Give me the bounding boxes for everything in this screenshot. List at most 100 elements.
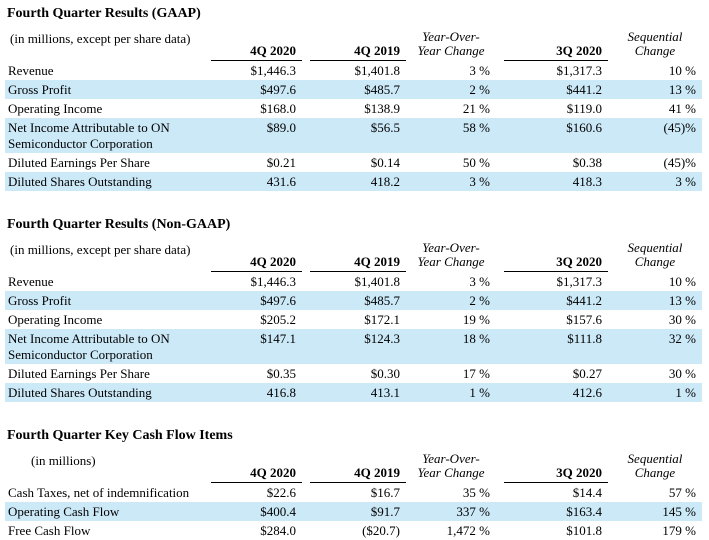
row-label: Revenue [8, 273, 54, 289]
cash-flow-table-title: Fourth Quarter Key Cash Flow Items [7, 428, 233, 443]
column-header-yoy-change: Year-Over- Year Change [417, 239, 485, 269]
table-row: Gross Profit $497.6 $485.7 2 % $441.2 13 % [5, 80, 702, 99]
cell-value: 58 % [462, 119, 490, 135]
cell-value: $89.0 [266, 119, 296, 135]
cell-value: 19 % [462, 311, 490, 327]
table-subtitle: (in millions) [31, 453, 96, 468]
cell-value: 13 % [668, 292, 696, 308]
column-header-yoy-change: Year-Over- Year Change [417, 28, 485, 58]
row-label: Gross Profit [8, 292, 72, 308]
cell-value: $485.7 [364, 292, 400, 308]
cell-value: $1,446.3 [250, 62, 297, 78]
cell-value: $56.5 [370, 119, 400, 135]
cell-value: $147.1 [260, 330, 296, 346]
cell-value: 30 % [668, 311, 696, 327]
table-subtitle: (in millions, except per share data) [10, 242, 191, 257]
row-label: Cash Taxes, net of indemnification [8, 484, 190, 500]
row-label: Operating Cash Flow [8, 503, 120, 519]
cell-value: 1 % [469, 384, 490, 400]
cell-value: 30 % [668, 365, 696, 381]
table-row: Operating Cash Flow $400.4 $91.7 337 % $163.… [5, 502, 702, 521]
cell-value: 3 % [469, 62, 490, 78]
column-header-4q2020: 4Q 2020 [211, 43, 302, 61]
cash-flow-table: (in millions) 4Q 2020 4Q 2019 Year-Over-… [5, 450, 702, 540]
cell-value: $124.3 [364, 330, 400, 346]
cell-value: (45)% [663, 119, 697, 135]
cell-value: $205.2 [260, 311, 296, 327]
cell-value: $1,317.3 [556, 273, 603, 289]
cell-value: $0.14 [370, 154, 400, 170]
cell-value: $1,401.8 [354, 62, 401, 78]
column-header-sequential-change: Sequential Change [627, 28, 683, 58]
section-key-cash-flow: Fourth Quarter Key Cash Flow Items (in m… [5, 428, 704, 540]
cell-value: $1,446.3 [250, 273, 297, 289]
gaap-results-table: (in millions, except per share data) 4Q … [5, 28, 702, 191]
row-label: Diluted Shares Outstanding [8, 173, 152, 189]
column-header-3q2020: 3Q 2020 [504, 254, 608, 272]
cell-value: $172.1 [364, 311, 400, 327]
cell-value: 431.6 [266, 173, 296, 189]
cell-value: 416.8 [266, 384, 296, 400]
cell-value: $0.21 [266, 154, 296, 170]
row-label: Diluted Earnings Per Share [8, 365, 150, 381]
cell-value: $0.30 [370, 365, 400, 381]
table-header-row: (in millions) 4Q 2020 4Q 2019 Year-Over-… [5, 450, 702, 483]
cell-value: $400.4 [260, 503, 296, 519]
non-gaap-table-title: Fourth Quarter Results (Non-GAAP) [7, 217, 231, 232]
cell-value: 41 % [668, 100, 696, 116]
cell-value: $485.7 [364, 81, 400, 97]
cell-value: $138.9 [364, 100, 400, 116]
cell-value: 1 % [675, 384, 696, 400]
table-row: Diluted Earnings Per Share $0.21 $0.14 50 %… [5, 153, 702, 172]
table-row: Operating Income $205.2 $172.1 19 % $157.6 30… [5, 310, 702, 329]
cell-value: 413.1 [370, 384, 400, 400]
row-label: Net Income Attributable to ON Semiconduc… [8, 119, 170, 151]
cell-value: $0.35 [266, 365, 296, 381]
row-label: Gross Profit [8, 81, 72, 97]
cell-value: $14.4 [572, 484, 602, 500]
table-row: Diluted Earnings Per Share $0.35 $0.30 17 %… [5, 364, 702, 383]
cell-value: $168.0 [260, 100, 296, 116]
cell-value: 3 % [675, 173, 696, 189]
column-header-4q2019: 4Q 2019 [310, 465, 406, 483]
column-header-yoy-change: Year-Over- Year Change [417, 450, 485, 480]
table-row: Gross Profit $497.6 $485.7 2 % $441.2 13 % [5, 291, 702, 310]
cell-value: $497.6 [260, 292, 296, 308]
column-header-4q2019: 4Q 2019 [310, 43, 406, 61]
cell-value: $157.6 [566, 311, 602, 327]
cell-value: (45)% [663, 154, 697, 170]
column-header-sequential-change: Sequential Change [627, 239, 683, 269]
row-label: Diluted Shares Outstanding [8, 384, 152, 400]
cell-value: 10 % [668, 62, 696, 78]
section-gaap-results: Fourth Quarter Results (GAAP) (in millio… [5, 6, 704, 191]
non-gaap-results-table: (in millions, except per share data) 4Q … [5, 239, 702, 402]
cell-value: $1,401.8 [354, 273, 401, 289]
cell-value: 3 % [469, 173, 490, 189]
cell-value: $16.7 [370, 484, 400, 500]
table-row: Diluted Shares Outstanding 431.6 418.2 3 % 4… [5, 172, 702, 191]
cell-value: 35 % [462, 484, 490, 500]
table-row: Operating Income $168.0 $138.9 21 % $119.0 41… [5, 99, 702, 118]
table-subtitle: (in millions, except per share data) [10, 31, 191, 46]
cell-value: $0.38 [572, 154, 602, 170]
column-header-4q2020: 4Q 2020 [211, 465, 302, 483]
cell-value: 418.3 [572, 173, 602, 189]
cell-value: 10 % [668, 273, 696, 289]
row-label: Free Cash Flow [8, 522, 91, 538]
row-label: Diluted Earnings Per Share [8, 154, 150, 170]
cell-value: $119.0 [566, 100, 602, 116]
cell-value: 32 % [668, 330, 696, 346]
cell-value: 2 % [469, 81, 490, 97]
cell-value: 13 % [668, 81, 696, 97]
cell-value: $163.4 [566, 503, 602, 519]
table-row: Free Cash Flow $284.0 ($20.7) 1,472 % $101.8… [5, 521, 702, 540]
cell-value: 179 % [662, 522, 696, 538]
row-label: Operating Income [8, 311, 103, 327]
column-header-3q2020: 3Q 2020 [504, 465, 608, 483]
gaap-table-title: Fourth Quarter Results (GAAP) [7, 6, 201, 21]
table-header-row: (in millions, except per share data) 4Q … [5, 28, 702, 61]
cell-value: $441.2 [566, 292, 602, 308]
table-row: Net Income Attributable to ON Semiconduc… [5, 329, 702, 364]
cell-value: 50 % [462, 154, 490, 170]
